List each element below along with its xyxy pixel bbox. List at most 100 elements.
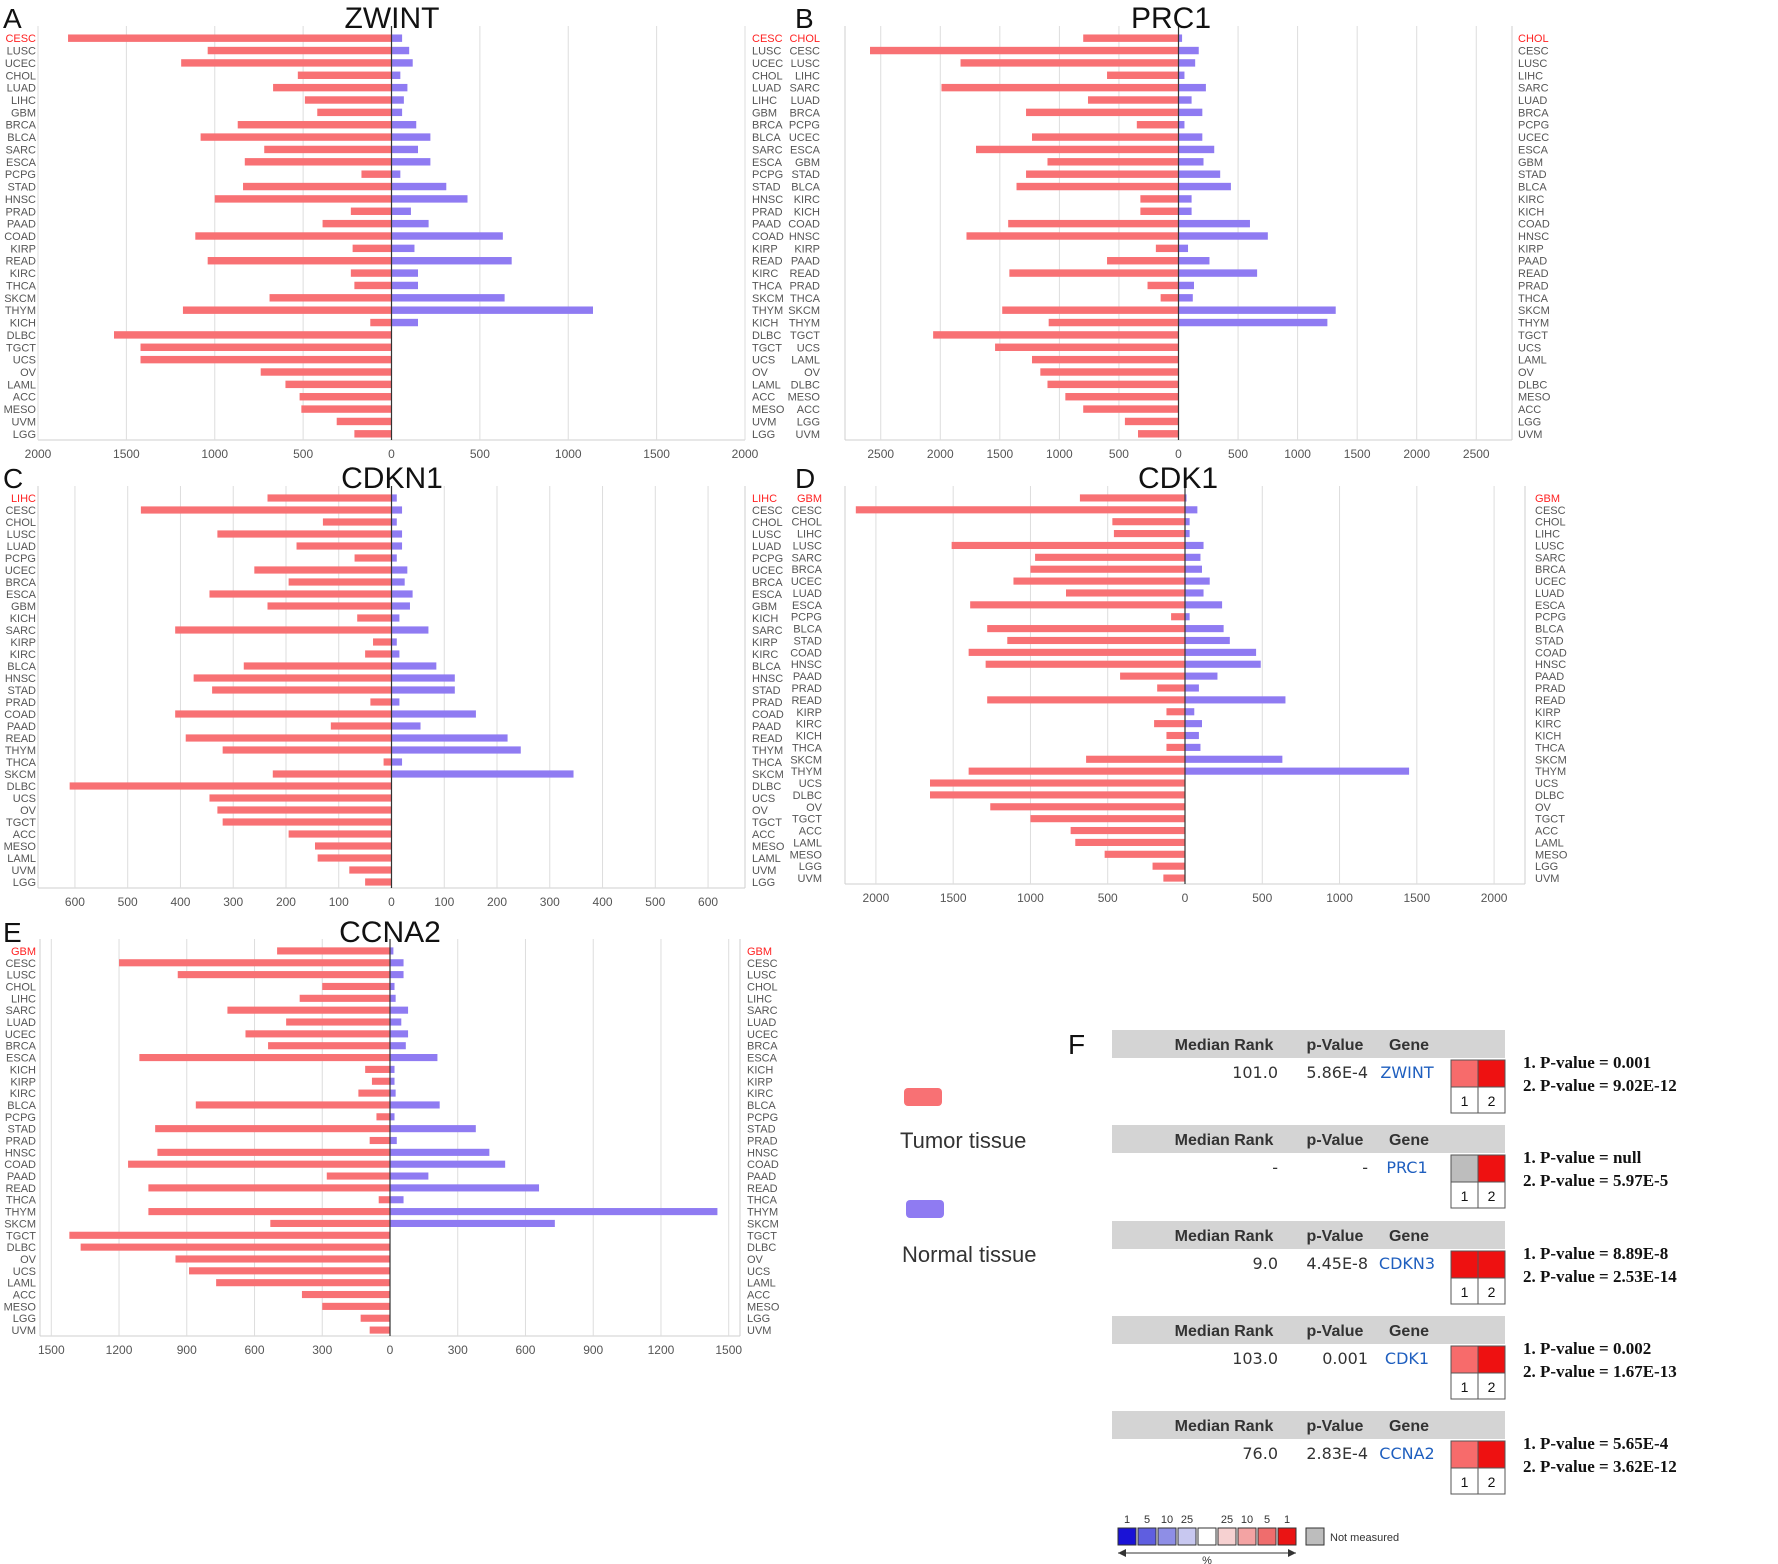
category-label-left: LIHC [11,993,36,1005]
tumor-bar [941,83,1179,92]
category-label-left: PCPG [5,553,36,565]
tumor-bar [1008,219,1179,228]
normal-bar [390,1101,440,1109]
normal-bar [1178,83,1206,92]
category-label-right: KIRC [1518,194,1544,206]
x-tick-label: 1500 [643,447,670,461]
category-label-right: BRCA [1518,107,1549,119]
category-label-right: READ [1518,268,1549,280]
tumor-bar [951,541,1185,550]
category-label-left: PAAD [793,671,822,683]
normal-bar [1185,506,1198,514]
category-label-right: SARC [1518,83,1549,95]
category-label-right: UCEC [752,58,783,70]
category-label-right: LUSC [747,970,776,982]
category-label-left: HNSC [5,1147,36,1159]
x-tick-label: 300 [448,1343,468,1357]
x-tick-label: 0 [388,895,395,909]
table-header-bar [1112,1316,1505,1344]
table-header-bar [1112,1030,1505,1058]
tissue-legend: Tumor tissue Normal tissue [900,1088,1036,1267]
category-label-right: CESC [752,505,783,517]
category-label-left: BLCA [793,624,822,636]
category-label-right: PCPG [752,169,783,181]
cell-label-box-1 [1450,1277,1479,1305]
category-label-left: UVM [12,416,36,428]
normal-bar [1185,636,1230,645]
normal-bar [391,96,404,104]
category-label-left: KIRC [10,649,36,661]
tumor-bar [361,170,392,178]
not-measured-swatch [1305,1527,1325,1546]
category-label-right: GBM [752,601,777,613]
tumor-bar [214,195,392,203]
normal-bar [1185,743,1201,751]
tumor-bar [1075,838,1185,846]
category-label-right: LAML [752,379,781,391]
heat-cell-2 [1477,1345,1506,1374]
normal-bar [391,46,410,55]
category-label-left: OV [20,367,37,379]
normal-bar [390,971,404,979]
category-label-left: PRAD [789,280,820,292]
x-tick-label: 400 [170,895,190,909]
category-label-right: PAAD [752,721,781,733]
tumor-bar [1107,257,1179,265]
normal-bar [391,71,401,79]
category-label-left: PCPG [5,169,36,181]
x-tick-label: 1000 [555,447,582,461]
x-tick-label: 900 [583,1343,603,1357]
category-label-right: KIRP [1518,243,1544,255]
category-label-right: KICH [747,1064,773,1076]
category-label-left: LUAD [7,1017,36,1029]
tumor-bar [330,722,392,730]
tumor-bar [140,355,392,364]
category-label-left: THCA [6,1195,37,1207]
x-tick-label: 100 [434,895,454,909]
category-label-left: UCEC [791,576,822,588]
tumor-bar [243,662,392,670]
category-label-right: STAD [752,182,781,194]
category-label-right: ACC [752,829,775,841]
category-label-left: COAD [788,219,820,231]
tumor-bar [301,1290,390,1299]
panel-f-oncomine-table: F Median Rank p-Value Gene 101.0 5.86E-4 ZWIN… [1068,1029,1677,1564]
category-label-left: KIRC [794,194,820,206]
category-label-right: UCS [747,1266,770,1278]
p-value-note-1: 1. P-value = 0.001 [1523,1053,1651,1072]
category-label-left: COAD [4,1159,36,1171]
x-tick-label: 1500 [986,447,1013,461]
category-label-left: UVM [12,1325,36,1337]
normal-bar [391,542,403,550]
category-label-right: BLCA [1535,624,1564,636]
tumor-bar [1087,96,1179,104]
normal-bar [1185,541,1204,550]
x-tick-label: 0 [388,447,395,461]
category-label-left: THYM [5,305,36,317]
normal-bar [1178,170,1221,178]
tumor-bar [267,602,392,610]
tumor-bar [299,393,392,401]
category-label-right: SKCM [752,293,784,305]
category-label-left: THYM [5,745,36,757]
tumor-bar [930,779,1185,787]
category-label-left: TGCT [6,1230,36,1242]
tumor-bar [354,281,392,290]
chart-title: PRC1 [1131,2,1211,35]
category-label-left: LGG [799,861,822,873]
header-gene: Gene [1389,1323,1429,1340]
category-label-right: READ [747,1183,778,1195]
x-tick-label: 1000 [1284,447,1311,461]
category-label-left: UCEC [789,132,820,144]
category-label-right: HNSC [752,673,783,685]
tumor-bar [155,1125,390,1133]
tumor-bar [1163,874,1185,882]
category-label-left: KICH [10,613,36,625]
panel-a-zwint-chart: 2000 1500 1000 500 0 500 1000 1500 2000CESCLUSCU… [3,2,785,461]
category-label-right: KIRP [752,243,778,255]
category-label-right: LUAD [1518,95,1547,107]
category-label-right: KIRC [1535,719,1561,731]
tumor-bar [1030,565,1185,573]
tumor-bar [1147,281,1179,290]
tumor-bar [1079,494,1185,502]
